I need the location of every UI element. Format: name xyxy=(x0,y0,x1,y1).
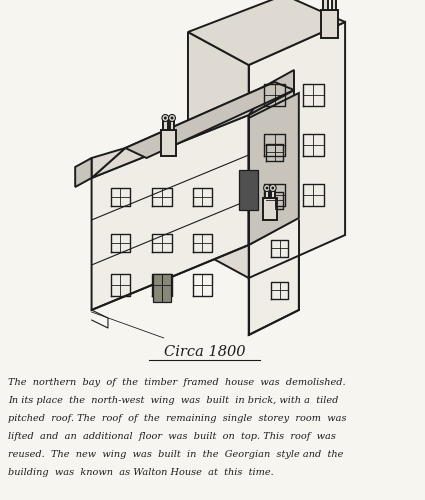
Text: In its place  the  north-west  wing  was  built  in brick, with a  tiled: In its place the north-west wing was bui… xyxy=(8,396,338,405)
Polygon shape xyxy=(75,158,91,187)
Polygon shape xyxy=(91,115,249,310)
Text: pitched  roof. The  roof  of  the  remaining  single  storey  room  was: pitched roof. The roof of the remaining … xyxy=(8,414,346,423)
Polygon shape xyxy=(321,10,338,38)
Polygon shape xyxy=(91,148,125,178)
Text: building  was  known  as Walton House  at  this  time.: building was known as Walton House at th… xyxy=(8,468,273,477)
Polygon shape xyxy=(323,0,328,10)
Polygon shape xyxy=(188,32,249,278)
Circle shape xyxy=(264,184,270,192)
Circle shape xyxy=(162,114,169,121)
Polygon shape xyxy=(91,82,275,178)
Polygon shape xyxy=(332,0,337,10)
Text: lifted  and  an  additional  floor  was  built  on  top. This  roof  was: lifted and an additional floor was built… xyxy=(8,432,336,441)
Circle shape xyxy=(269,184,276,192)
Polygon shape xyxy=(249,70,294,115)
Text: reused.  The  new  wing  was  built  in  the  Georgian  style and  the: reused. The new wing was built in the Ge… xyxy=(8,450,343,459)
Bar xyxy=(153,274,170,302)
Polygon shape xyxy=(188,0,345,65)
Polygon shape xyxy=(249,22,345,278)
Circle shape xyxy=(271,186,274,190)
Polygon shape xyxy=(163,118,168,130)
Circle shape xyxy=(169,114,176,121)
Polygon shape xyxy=(125,82,294,158)
Circle shape xyxy=(170,116,173,119)
Polygon shape xyxy=(249,90,294,245)
Polygon shape xyxy=(271,188,275,198)
Polygon shape xyxy=(263,198,277,220)
Circle shape xyxy=(266,186,269,190)
Polygon shape xyxy=(265,188,269,198)
Text: The  northern  bay  of  the  timber  framed  house  was  demolished.: The northern bay of the timber framed ho… xyxy=(8,378,346,387)
Bar xyxy=(239,170,258,210)
Polygon shape xyxy=(161,130,176,156)
Polygon shape xyxy=(249,93,299,245)
Text: Circa 1800: Circa 1800 xyxy=(164,345,245,359)
Circle shape xyxy=(164,116,167,119)
Polygon shape xyxy=(170,118,175,130)
Polygon shape xyxy=(249,220,299,335)
